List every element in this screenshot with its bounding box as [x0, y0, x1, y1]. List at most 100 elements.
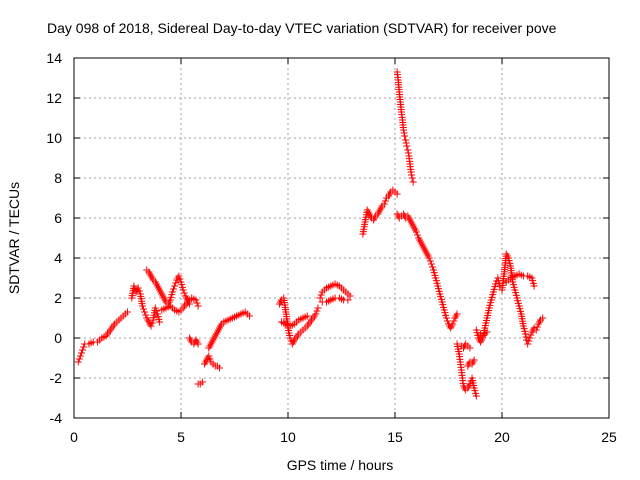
data-point — [450, 317, 458, 325]
data-point — [526, 334, 534, 342]
data-point — [74, 358, 82, 366]
data-point — [404, 149, 412, 157]
data-point — [533, 323, 541, 331]
data-point — [449, 320, 457, 328]
data-point — [147, 322, 155, 330]
plot-frame — [73, 57, 610, 419]
data-point — [206, 355, 214, 363]
data-point — [426, 257, 434, 265]
y-tick-label: 4 — [54, 250, 62, 266]
data-point — [483, 328, 491, 336]
data-point — [408, 171, 416, 179]
data-point — [472, 392, 480, 400]
data-point — [152, 307, 160, 315]
data-point — [151, 304, 159, 312]
y-tick-label: 2 — [54, 290, 62, 306]
data-point — [400, 129, 408, 137]
data-point — [404, 146, 412, 154]
data-point — [317, 291, 325, 299]
data-point — [170, 285, 178, 293]
y-tick-label: -2 — [50, 370, 63, 386]
grid-lines — [74, 58, 609, 418]
data-point — [539, 314, 547, 322]
data-point — [314, 304, 322, 312]
data-point — [194, 302, 202, 310]
data-point — [80, 343, 88, 351]
data-point — [205, 352, 213, 360]
data-point — [303, 312, 311, 320]
y-axis-label: SDTVAR / TECUs — [6, 182, 22, 294]
data-point — [524, 340, 532, 348]
data-point — [198, 378, 206, 386]
data-point — [402, 139, 410, 147]
data-point — [194, 340, 202, 348]
data-point — [408, 174, 416, 182]
data-point — [138, 302, 146, 310]
data-point — [409, 178, 417, 186]
data-point — [427, 260, 435, 268]
data-point — [168, 288, 176, 296]
data-point — [77, 349, 85, 357]
y-axis-ticks: -4 -2 0 2 4 6 8 10 12 14 — [46, 50, 609, 426]
x-axis-ticks: 0 5 10 15 20 25 — [70, 58, 617, 445]
y-tick-label: 12 — [46, 90, 62, 106]
x-tick-label: 15 — [387, 429, 403, 445]
data-point — [442, 314, 450, 322]
data-point — [316, 294, 324, 302]
y-tick-label: 10 — [46, 130, 62, 146]
data-point — [522, 330, 530, 338]
y-tick-label: 14 — [46, 50, 62, 66]
y-tick-label: 6 — [54, 210, 62, 226]
data-point — [192, 296, 200, 304]
data-point — [443, 317, 451, 325]
data-point — [313, 307, 321, 315]
data-point — [134, 284, 142, 292]
data-point — [135, 287, 143, 295]
data-point — [525, 337, 533, 345]
y-tick-label: 0 — [54, 330, 62, 346]
y-tick-label: -4 — [50, 410, 63, 426]
data-point — [124, 308, 131, 316]
data-point — [381, 197, 389, 205]
data-point — [453, 310, 461, 318]
data-point — [180, 289, 188, 297]
data-point — [193, 299, 201, 307]
data-point — [403, 142, 411, 150]
data-point — [312, 310, 320, 318]
data-point — [466, 344, 474, 352]
data-point — [407, 168, 415, 176]
data-point — [393, 190, 401, 198]
data-point — [413, 231, 421, 239]
data-point — [402, 136, 410, 144]
data-point — [344, 296, 352, 304]
data-point — [171, 282, 179, 290]
data-point — [156, 318, 164, 326]
data-point — [400, 126, 408, 134]
data-point — [76, 352, 84, 360]
data-point — [346, 292, 354, 300]
data-point — [530, 282, 538, 290]
data-point — [141, 308, 149, 316]
data-point — [176, 275, 184, 283]
data-point — [175, 272, 183, 280]
x-tick-label: 0 — [70, 429, 78, 445]
x-tick-label: 25 — [601, 429, 617, 445]
data-point — [522, 333, 530, 341]
y-tick-label: 8 — [54, 170, 62, 186]
data-point — [245, 312, 253, 320]
data-point — [428, 263, 436, 271]
data-point — [179, 286, 187, 294]
data-point — [130, 282, 138, 290]
x-axis-label: GPS time / hours — [287, 457, 394, 473]
x-tick-label: 10 — [280, 429, 296, 445]
data-point — [79, 346, 87, 354]
data-point — [425, 254, 433, 262]
data-point — [470, 356, 478, 364]
x-tick-label: 20 — [494, 429, 510, 445]
data-point — [172, 279, 180, 287]
data-point — [492, 280, 500, 288]
data-point — [75, 355, 83, 363]
data-point — [412, 228, 420, 236]
data-point — [401, 132, 409, 140]
